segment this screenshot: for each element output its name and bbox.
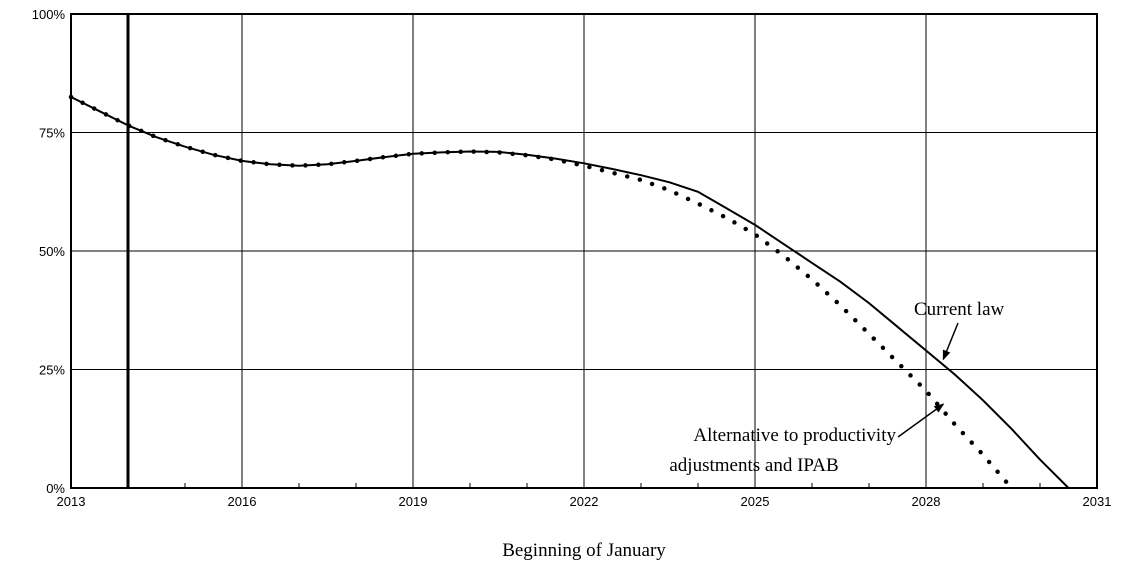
x-tick-label: 2019: [399, 494, 428, 509]
y-tick-label: 75%: [39, 126, 65, 141]
x-axis-title: Beginning of January: [502, 540, 666, 561]
x-tick-label: 2031: [1083, 494, 1112, 509]
y-tick-label: 100%: [32, 7, 66, 22]
x-tick-label: 2013: [57, 494, 86, 509]
current-law-arrow: [942, 322, 959, 361]
alternative-label-line2: adjustments and IPAB: [669, 455, 838, 476]
current-law-label: Current law: [914, 299, 1005, 320]
x-tick-label: 2025: [741, 494, 770, 509]
plot-area-border: [70, 13, 1098, 489]
y-tick-label: 50%: [39, 244, 65, 259]
x-axis-ticks: 2013 2016 2019 2022 2025 2028 2031: [57, 483, 1112, 509]
y-tick-label: 0%: [46, 481, 65, 496]
alternative-label-line1: Alternative to productivity: [693, 425, 896, 446]
annotations: Current law Alternative to productivity ad…: [669, 299, 1004, 476]
alternative-arrow: [897, 403, 945, 438]
series-line-alternative: [68, 94, 1014, 491]
gridlines: [70, 13, 1098, 489]
x-tick-label: 2022: [570, 494, 599, 509]
x-tick-label: 2016: [228, 494, 257, 509]
x-tick-label: 2028: [912, 494, 941, 509]
series-line-current-law: [70, 96, 1070, 489]
series-lines: [68, 94, 1070, 491]
y-tick-label: 25%: [39, 363, 65, 378]
y-axis-ticks: 0% 25% 50% 75% 100%: [32, 7, 66, 496]
